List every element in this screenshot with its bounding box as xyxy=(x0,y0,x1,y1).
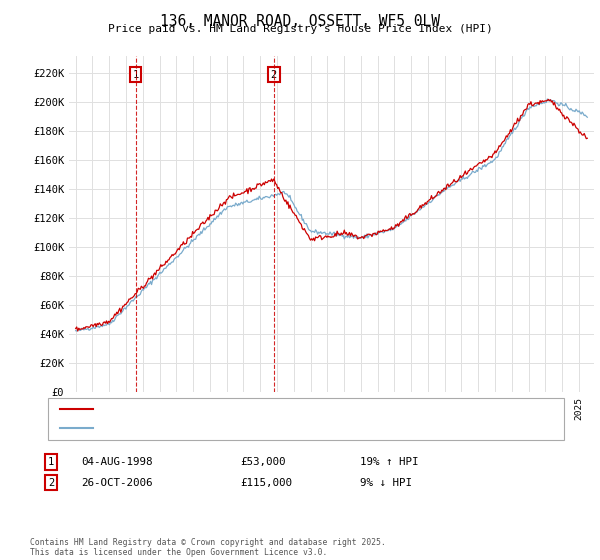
Text: 1: 1 xyxy=(48,457,54,467)
Text: 2: 2 xyxy=(48,478,54,488)
Text: Price paid vs. HM Land Registry's House Price Index (HPI): Price paid vs. HM Land Registry's House … xyxy=(107,24,493,34)
Text: Contains HM Land Registry data © Crown copyright and database right 2025.
This d: Contains HM Land Registry data © Crown c… xyxy=(30,538,386,557)
Text: 136, MANOR ROAD, OSSETT, WF5 0LW: 136, MANOR ROAD, OSSETT, WF5 0LW xyxy=(160,14,440,29)
Text: £53,000: £53,000 xyxy=(240,457,286,467)
Text: 04-AUG-1998: 04-AUG-1998 xyxy=(81,457,152,467)
Text: 2: 2 xyxy=(271,70,277,80)
Text: HPI: Average price, semi-detached house, Wakefield: HPI: Average price, semi-detached house,… xyxy=(97,423,397,433)
Text: 19% ↑ HPI: 19% ↑ HPI xyxy=(360,457,419,467)
Text: 9% ↓ HPI: 9% ↓ HPI xyxy=(360,478,412,488)
Text: £115,000: £115,000 xyxy=(240,478,292,488)
Text: 136, MANOR ROAD, OSSETT, WF5 0LW (semi-detached house): 136, MANOR ROAD, OSSETT, WF5 0LW (semi-d… xyxy=(97,404,421,414)
Text: 26-OCT-2006: 26-OCT-2006 xyxy=(81,478,152,488)
Text: 1: 1 xyxy=(133,70,139,80)
